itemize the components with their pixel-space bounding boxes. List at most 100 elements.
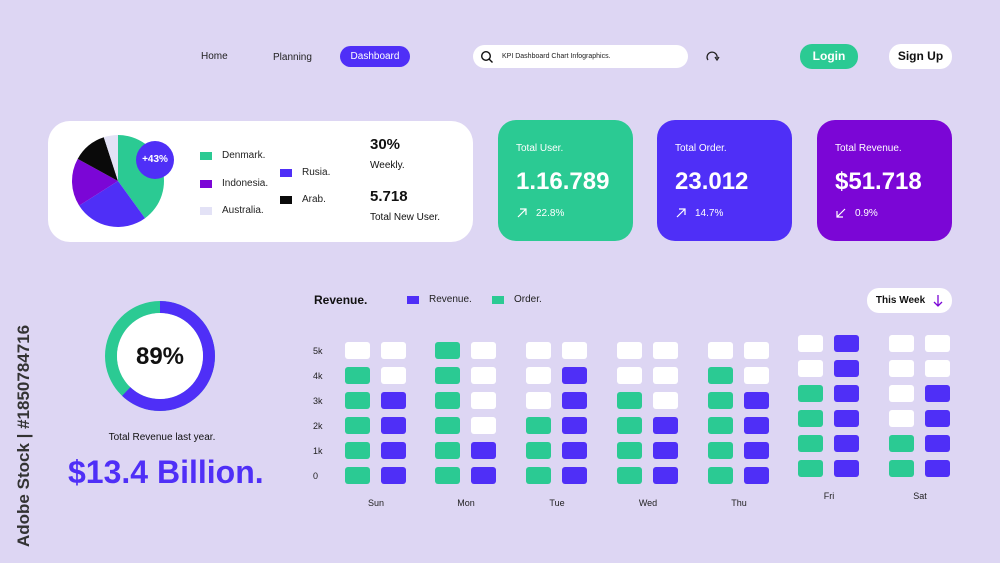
nav-planning[interactable]: Planning [273,52,312,63]
kpi-change: 0.9% [855,207,878,219]
arrow-down-icon [933,294,943,307]
empty-cell [471,367,496,384]
revenue-cell [834,410,859,427]
weekly-value: 30% [370,136,401,153]
pie-slice-arab [77,137,118,181]
order-cell [798,410,823,427]
login-button[interactable]: Login [800,44,858,69]
order-cell [435,342,460,359]
nav-home[interactable]: Home [201,51,228,62]
order-cell [526,467,551,484]
revenue-cell [834,360,859,377]
order-cell [708,467,733,484]
y-tick: 2k [313,421,323,431]
empty-cell [526,367,551,384]
revenue-cell [653,442,678,459]
y-tick: 5k [313,346,323,356]
empty-cell [744,342,769,359]
empty-cell [526,342,551,359]
legend-revenue-swatch [407,295,419,304]
empty-cell [471,392,496,409]
revenue-cell [562,392,587,409]
x-tick: Thu [731,498,747,508]
empty-cell [798,335,823,352]
legend-swatch [280,195,292,204]
legend-order-swatch [492,295,504,304]
trend-up-icon [517,208,527,218]
legend-swatch [200,151,212,160]
y-tick: 4k [313,371,323,381]
revenue-cell [744,467,769,484]
legend-label: Rusia. [302,167,331,178]
legend-order: Order. [514,294,542,305]
empty-cell [653,367,678,384]
empty-cell [798,360,823,377]
kpi-card: Total Revenue. $51.718 0.9% [817,120,952,241]
order-cell [708,367,733,384]
empty-cell [526,392,551,409]
order-cell [526,417,551,434]
order-cell [526,442,551,459]
empty-cell [381,342,406,359]
revenue-cell [744,417,769,434]
order-cell [435,442,460,459]
y-tick: 1k [313,446,323,456]
legend-swatch [280,168,292,177]
revenue-cell [381,392,406,409]
pie-legend-item: Arab. [280,194,326,205]
nav-dashboard[interactable]: Dashboard [340,46,410,67]
revenue-cell [925,435,950,452]
revenue-cell [834,460,859,477]
revenue-cell [744,392,769,409]
x-tick: Sun [367,498,384,508]
trend-down-icon [836,208,846,218]
chart-title: Revenue. [314,293,368,307]
new-user-label: Total New User. [370,212,441,223]
revenue-cell [562,417,587,434]
x-tick: Sat [913,491,927,501]
weekly-label: Weekly. [370,160,405,171]
kpi-card: Total Order. 23.012 14.7% [657,120,792,241]
legend-label: Indonesia. [222,178,269,189]
order-cell [617,417,642,434]
kpi-value: 23.012 [675,168,749,195]
new-user-value: 5.718 [370,188,408,205]
revenue-cell [562,467,587,484]
search-icon [480,50,493,63]
pie-slice-australia [103,135,118,181]
refresh-icon[interactable] [705,49,721,65]
revenue-cell [744,442,769,459]
legend-swatch [200,179,212,188]
kpi-value: 1.16.789 [516,168,610,195]
revenue-cell [834,335,859,352]
kpi-change: 14.7% [695,207,724,219]
ring-percent: 89% [135,343,185,370]
empty-cell [889,335,914,352]
total-revenue-value: $13.4 Billion. [68,454,264,490]
revenue-cell [381,467,406,484]
x-tick: Mon [457,498,475,508]
empty-cell [653,342,678,359]
y-tick: 0 [313,471,319,481]
revenue-cell [653,467,678,484]
empty-cell [744,367,769,384]
legend-label: Denmark. [222,150,266,161]
empty-cell [889,385,914,402]
pie-legend-item: Indonesia. [200,178,268,189]
revenue-cell [925,410,950,427]
order-cell [708,417,733,434]
signup-button[interactable]: Sign Up [889,44,952,69]
range-select[interactable]: This Week [867,288,952,313]
order-cell [435,467,460,484]
kpi-title: Total Order. [675,143,727,154]
search-input[interactable]: KPI Dashboard Chart Infographics. [473,45,688,68]
order-cell [345,417,370,434]
order-cell [435,367,460,384]
range-label: This Week [875,295,926,306]
ring-caption: Total Revenue last year. [108,432,216,443]
empty-cell [925,335,950,352]
empty-cell [925,360,950,377]
empty-cell [617,367,642,384]
empty-cell [889,360,914,377]
order-cell [345,392,370,409]
